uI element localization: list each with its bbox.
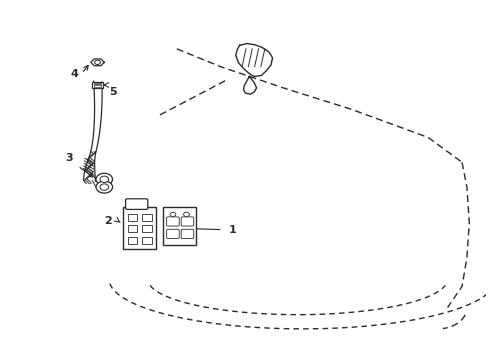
Bar <box>127 214 137 221</box>
Circle shape <box>170 212 176 216</box>
Text: 5: 5 <box>109 87 117 97</box>
Bar <box>122 207 155 249</box>
Circle shape <box>183 212 189 216</box>
Text: 3: 3 <box>65 153 73 163</box>
Bar <box>127 237 137 244</box>
FancyBboxPatch shape <box>166 229 179 238</box>
Text: 4: 4 <box>70 69 78 79</box>
Text: 2: 2 <box>104 216 112 226</box>
Bar <box>163 207 196 244</box>
Circle shape <box>95 60 100 64</box>
Text: 1: 1 <box>228 225 236 235</box>
FancyBboxPatch shape <box>181 217 193 226</box>
Circle shape <box>100 176 108 183</box>
Bar <box>142 214 151 221</box>
Bar <box>142 237 151 244</box>
Bar <box>92 82 102 88</box>
Circle shape <box>100 184 108 190</box>
Bar <box>127 225 137 233</box>
Circle shape <box>96 173 112 185</box>
FancyBboxPatch shape <box>166 217 179 226</box>
Bar <box>142 225 151 233</box>
Circle shape <box>96 181 112 193</box>
FancyBboxPatch shape <box>125 199 147 210</box>
Bar <box>94 83 101 84</box>
Bar <box>94 85 101 87</box>
FancyBboxPatch shape <box>181 229 193 238</box>
